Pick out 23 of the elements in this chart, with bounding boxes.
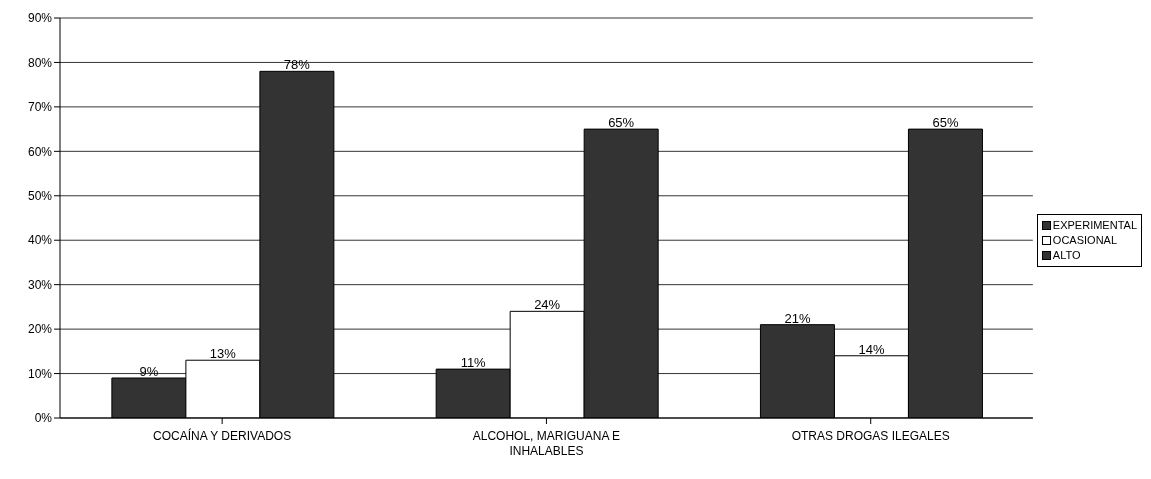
y-tick-label: 10% bbox=[27, 366, 53, 381]
data-label: 13% bbox=[209, 346, 237, 362]
x-tick-label: ALCOHOL, MARIGUANA E INHALABLES bbox=[472, 429, 621, 458]
data-label: 65% bbox=[608, 115, 635, 131]
legend-label: ALTO bbox=[1052, 248, 1081, 263]
x-tick-label: OTRAS DROGAS ILEGALES bbox=[791, 429, 950, 443]
y-tick-label: 20% bbox=[27, 322, 53, 337]
legend-label: EXPERIMENTAL bbox=[1052, 218, 1137, 233]
data-label: 24% bbox=[534, 297, 561, 313]
y-tick-label: 70% bbox=[27, 100, 53, 115]
y-tick-label: 60% bbox=[27, 144, 53, 159]
y-tick-label: 80% bbox=[27, 55, 53, 70]
y-tick-label: 90% bbox=[27, 11, 53, 26]
y-tick-label: 40% bbox=[27, 233, 53, 248]
y-tick-label: 0% bbox=[34, 411, 53, 426]
data-label: 21% bbox=[784, 310, 811, 326]
y-tick-label: 50% bbox=[27, 189, 53, 204]
data-label: 65% bbox=[932, 115, 959, 131]
x-tick-label: COCAÍNA Y DERIVADOS bbox=[153, 428, 292, 443]
legend-label: OCASIONAL bbox=[1052, 233, 1118, 248]
data-label: 14% bbox=[858, 341, 885, 357]
data-label: 11% bbox=[460, 355, 487, 371]
y-tick-label: 30% bbox=[27, 277, 53, 292]
